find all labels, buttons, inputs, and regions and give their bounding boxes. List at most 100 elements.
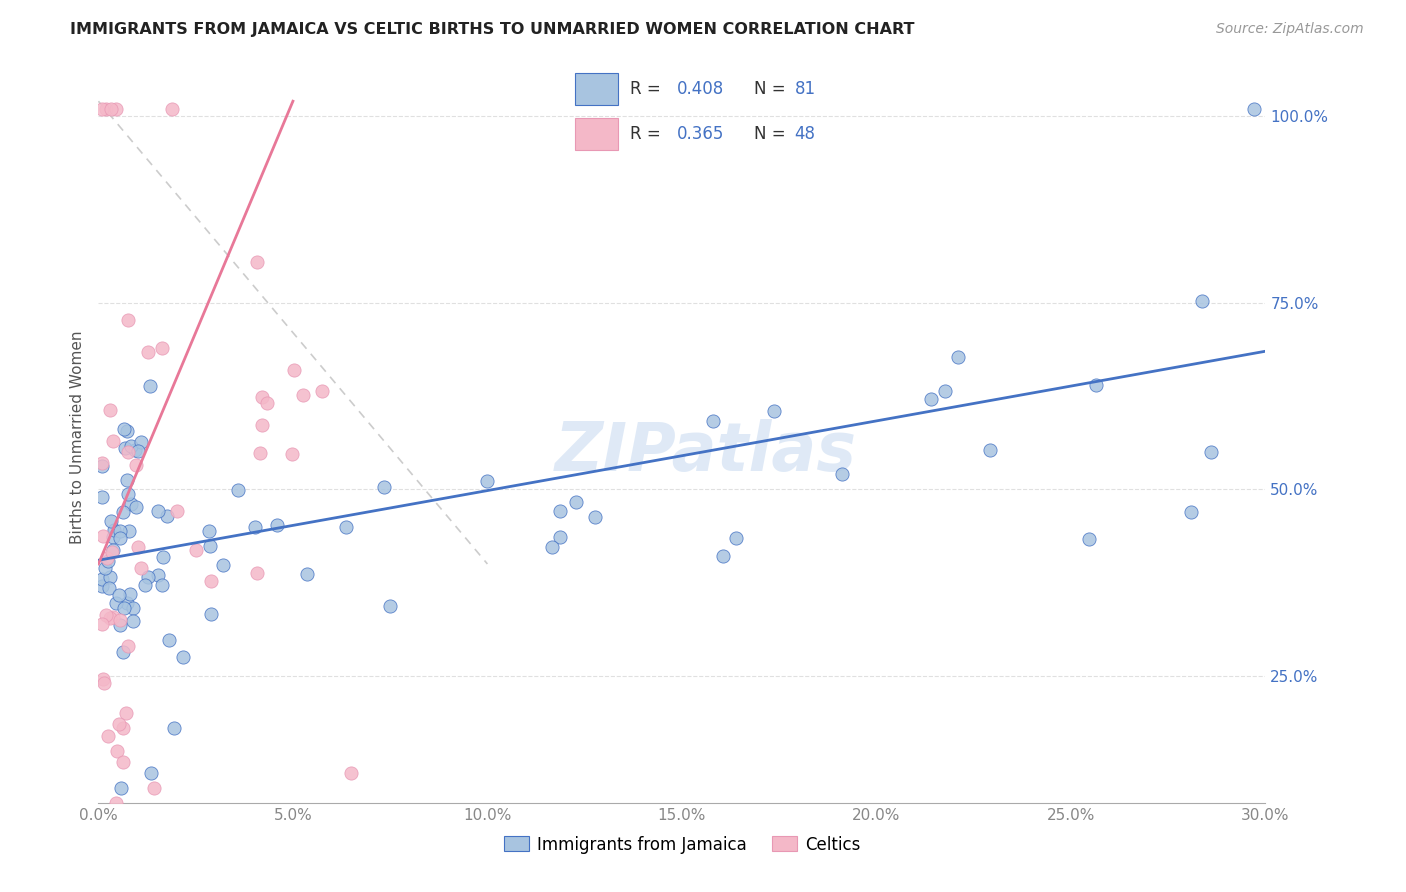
Point — [583, 509, 606, 524]
Point — [200, 539, 222, 553]
Point — [117, 313, 139, 327]
Point — [117, 639, 139, 653]
Point — [249, 446, 271, 460]
Point — [124, 500, 146, 514]
Point — [127, 443, 149, 458]
Point — [166, 504, 188, 518]
Point — [1243, 102, 1265, 116]
Point — [1199, 445, 1222, 459]
Text: R =: R = — [630, 80, 661, 98]
Point — [97, 554, 120, 568]
Point — [127, 540, 149, 554]
Legend: Immigrants from Jamaica, Celtics: Immigrants from Jamaica, Celtics — [496, 829, 868, 860]
Point — [124, 443, 146, 458]
Point — [117, 444, 139, 458]
Point — [146, 504, 169, 518]
Point — [91, 529, 114, 543]
Point — [1077, 532, 1099, 546]
Point — [152, 341, 174, 355]
Point — [122, 601, 145, 615]
Point — [101, 545, 124, 559]
Point — [139, 379, 162, 393]
Point — [266, 518, 288, 533]
Point — [117, 487, 139, 501]
Point — [134, 578, 156, 592]
Point — [711, 549, 734, 563]
Point — [105, 796, 128, 810]
Point — [152, 549, 174, 564]
Point — [110, 780, 132, 795]
Point — [120, 496, 142, 510]
Point — [100, 514, 122, 528]
Point — [91, 102, 114, 116]
Point — [115, 473, 138, 487]
Text: N =: N = — [754, 125, 786, 143]
Point — [172, 650, 194, 665]
Point — [108, 531, 131, 545]
Point — [550, 504, 572, 518]
Point — [548, 530, 571, 544]
Point — [831, 467, 853, 482]
Point — [91, 572, 114, 586]
Point — [283, 363, 305, 377]
Point — [143, 780, 166, 795]
Point — [160, 102, 183, 116]
Point — [148, 567, 170, 582]
Point — [246, 255, 269, 269]
Point — [118, 524, 141, 538]
Point — [103, 542, 125, 557]
Point — [340, 766, 363, 780]
Point — [163, 721, 186, 735]
Point — [115, 706, 138, 721]
Point — [94, 561, 117, 575]
Point — [184, 542, 207, 557]
Point — [91, 490, 114, 504]
Point — [97, 729, 120, 743]
Text: 48: 48 — [794, 125, 815, 143]
Point — [118, 587, 141, 601]
Point — [108, 613, 131, 627]
FancyBboxPatch shape — [575, 73, 619, 104]
Point — [98, 569, 121, 583]
Point — [112, 505, 135, 519]
Point — [115, 424, 138, 438]
Point — [91, 672, 114, 686]
Point — [198, 524, 221, 539]
Text: R =: R = — [630, 125, 661, 143]
Text: 0.365: 0.365 — [676, 125, 724, 143]
Point — [98, 403, 121, 417]
Text: ZIPatlas: ZIPatlas — [554, 418, 856, 484]
Point — [115, 596, 138, 610]
Point — [477, 474, 499, 488]
Point — [101, 530, 124, 544]
Point — [246, 566, 269, 580]
Point — [103, 523, 125, 537]
Point — [122, 614, 145, 628]
Point — [136, 345, 159, 359]
Point — [311, 384, 333, 398]
Point — [946, 351, 969, 365]
Point — [1180, 505, 1202, 519]
Point — [250, 417, 273, 432]
Point — [129, 435, 152, 450]
Point — [91, 459, 114, 474]
Point — [112, 422, 135, 436]
Point — [98, 611, 121, 625]
Point — [94, 102, 117, 116]
Point — [156, 508, 179, 523]
Point — [281, 447, 304, 461]
Point — [212, 558, 235, 572]
Point — [108, 617, 131, 632]
Point — [141, 766, 163, 780]
Text: 81: 81 — [794, 80, 815, 98]
Point — [107, 717, 129, 731]
Point — [91, 579, 114, 593]
Point — [541, 540, 564, 554]
Point — [335, 520, 357, 534]
Point — [94, 608, 117, 623]
Point — [1191, 294, 1213, 309]
Point — [104, 102, 127, 116]
Text: 0.408: 0.408 — [676, 80, 724, 98]
Point — [91, 616, 114, 631]
Point — [291, 388, 314, 402]
